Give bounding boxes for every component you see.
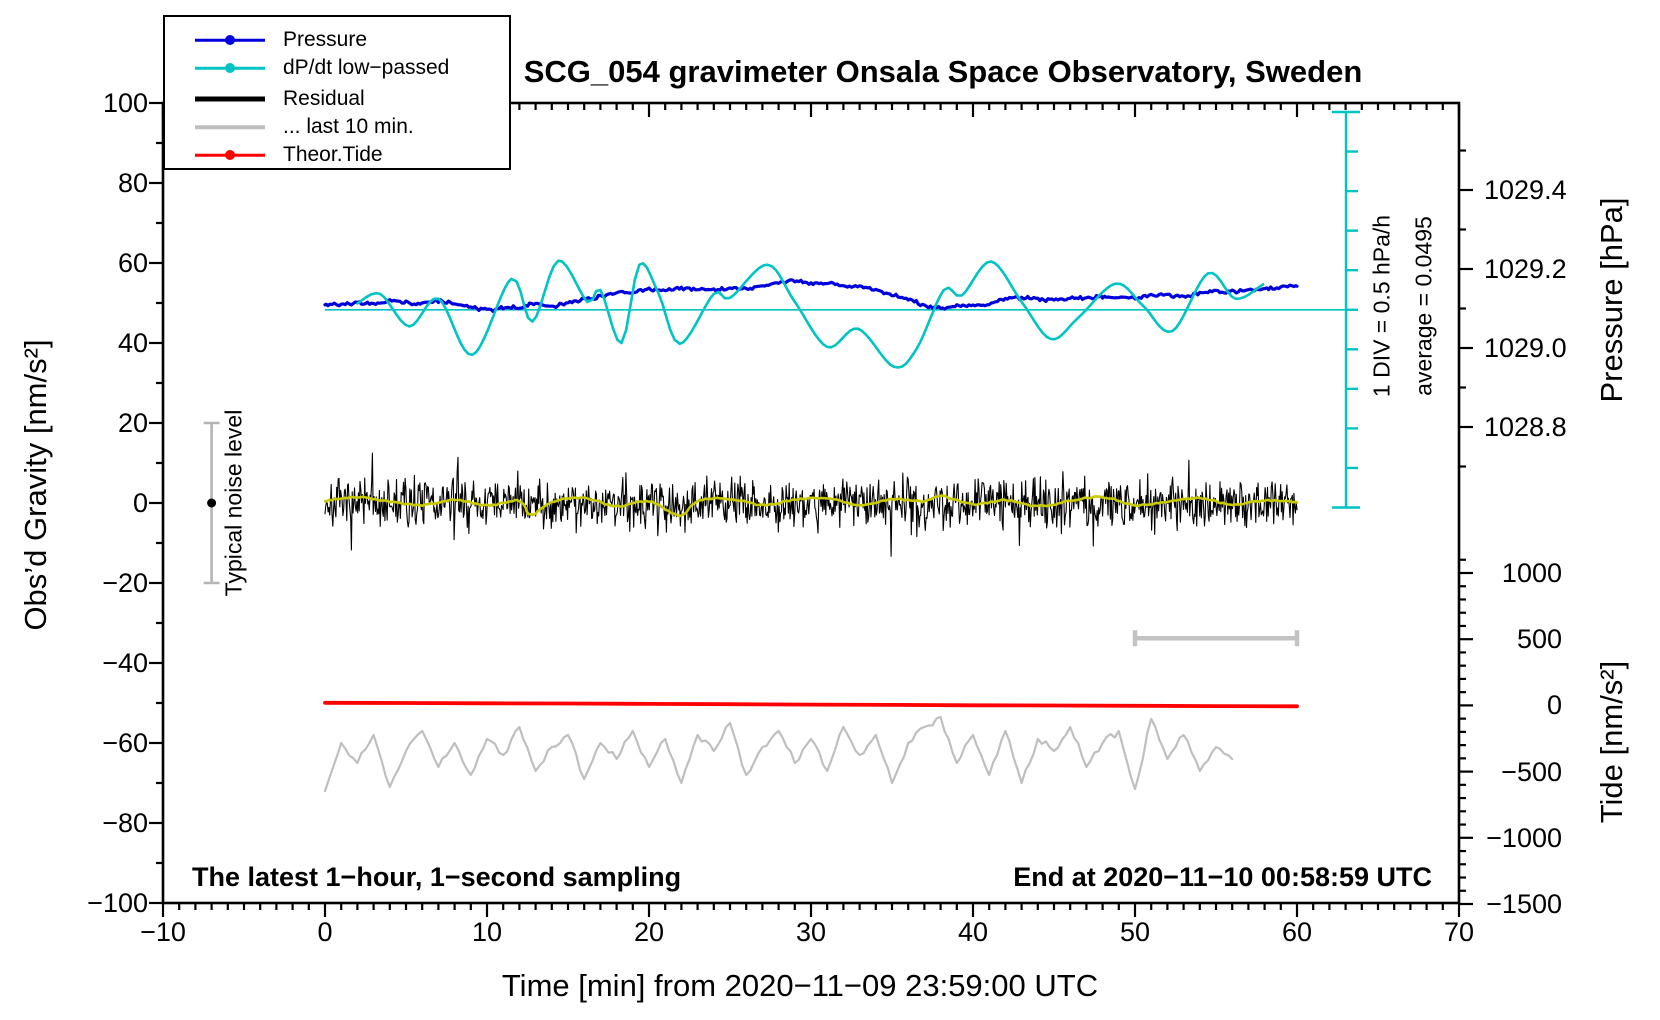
tide-tick-label: −1000 <box>1486 822 1562 853</box>
noise-bar-dot <box>207 498 217 508</box>
legend-item-residual: Residual <box>165 85 509 113</box>
tide-tick-label: −1500 <box>1486 889 1562 919</box>
gravity-tick-label: 20 <box>117 408 148 438</box>
x-tick-label: 70 <box>1443 917 1475 947</box>
x-tick-label: 60 <box>1281 917 1313 947</box>
gravity-tick-label: 100 <box>102 88 148 118</box>
legend-label: Theor.Tide <box>283 143 383 166</box>
gravity-tick-label: −40 <box>102 648 148 678</box>
pressure-tick-label: 1029.0 <box>1484 333 1567 363</box>
pressure-tick-label: 1029.2 <box>1484 254 1567 284</box>
tide-line-icon <box>195 141 265 169</box>
noise-level-label: Typical noise level <box>220 409 247 597</box>
legend-label: ... last 10 min. <box>283 115 414 138</box>
x-tick-label: 30 <box>795 917 827 947</box>
end-time-note: End at 2020−11−10 00:58:59 UTC <box>1013 862 1432 892</box>
pressure-tick-label: 1029.4 <box>1484 175 1567 205</box>
gravity-axis-title: Obs’d Gravity [nm/s²] <box>18 339 53 631</box>
pressure-tick-label: 1028.8 <box>1484 412 1567 442</box>
residual-curve <box>324 452 1298 557</box>
gravity-tick-label: 80 <box>117 168 148 198</box>
gravity-tick-label: −20 <box>102 568 148 598</box>
tide-tick-label: 1000 <box>1501 558 1562 588</box>
x-tick-label: −10 <box>140 917 186 947</box>
last10-curve <box>323 715 1234 793</box>
x-tick-label: 10 <box>471 917 503 947</box>
tide-tick-label: −500 <box>1501 756 1562 787</box>
legend-item-last10: ... last 10 min. <box>165 113 509 141</box>
gravity-tick-label: −80 <box>102 808 148 838</box>
tide-tick-label: 0 <box>1546 690 1562 721</box>
dpdt-curve <box>356 259 1265 369</box>
dpdt-line-icon <box>195 54 265 82</box>
legend-box: Pressure dP/dt low−passed Residual ... l… <box>163 15 511 170</box>
legend-label: Pressure <box>283 28 368 51</box>
legend-item-pressure: Pressure <box>165 26 509 54</box>
x-tick-label: 20 <box>633 917 665 947</box>
sampling-note: The latest 1−hour, 1−second sampling <box>192 862 682 892</box>
pressure-axis-title: Pressure [hPa] <box>1594 197 1629 403</box>
x-axis-title: Time [min] from 2020−11−09 23:59:00 UTC <box>501 968 1099 1003</box>
legend-item-tide: Theor.Tide <box>165 141 509 169</box>
gravity-tick-label: 0 <box>132 488 148 518</box>
tide-curve <box>323 700 1299 709</box>
gravity-tick-label: 40 <box>117 328 148 358</box>
pressure-line-icon <box>195 26 265 54</box>
legend-label: Residual <box>283 87 365 110</box>
gravity-tick-label: −100 <box>87 888 148 918</box>
pressure-curve <box>323 278 1299 314</box>
tide-tick-label: 500 <box>1516 624 1562 655</box>
last10-line-icon <box>195 113 265 141</box>
average-note: average = 0.0495 <box>1410 216 1437 396</box>
gravity-tick-label: 60 <box>117 248 148 278</box>
residual-line-icon <box>195 85 265 113</box>
x-tick-label: 0 <box>317 917 333 947</box>
x-tick-label: 50 <box>1119 917 1151 947</box>
div-scale-note: 1 DIV = 0.5 hPa/h <box>1368 214 1395 398</box>
legend-label: dP/dt low−passed <box>283 56 450 79</box>
residual-smoothed-curve <box>323 494 1299 518</box>
page-title: SCG_054 gravimeter Onsala Space Observat… <box>523 54 1363 89</box>
legend-item-dpdt: dP/dt low−passed <box>165 54 509 82</box>
gravity-tick-label: −60 <box>102 728 148 758</box>
tide-axis-title: Tide [nm/s²] <box>1594 660 1629 824</box>
x-tick-label: 40 <box>957 917 989 947</box>
